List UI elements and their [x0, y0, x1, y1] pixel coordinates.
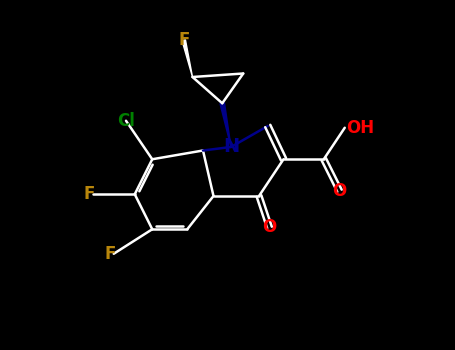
Text: O: O: [332, 182, 347, 200]
Polygon shape: [182, 40, 192, 77]
Text: F: F: [84, 185, 95, 203]
Text: N: N: [223, 138, 239, 156]
Text: OH: OH: [347, 119, 374, 137]
Text: Cl: Cl: [117, 112, 135, 130]
Text: F: F: [105, 245, 116, 263]
Text: O: O: [263, 218, 277, 237]
Polygon shape: [220, 103, 231, 147]
Text: F: F: [178, 31, 189, 49]
